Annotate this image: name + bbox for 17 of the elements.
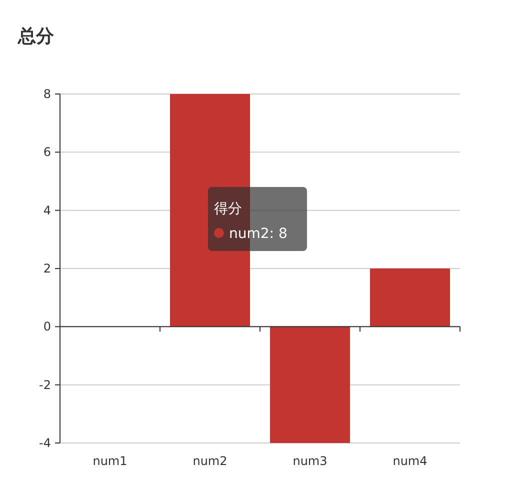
series-label: 得分: [214, 201, 242, 217]
x-tick-label: num2: [192, 454, 228, 468]
y-tick-label: 0: [43, 320, 51, 334]
y-tick-label: -2: [39, 378, 51, 392]
x-tick-label: num3: [292, 454, 328, 468]
y-tick-label: 8: [43, 87, 51, 101]
y-tick-label: -4: [39, 436, 51, 450]
chart-title: 总分: [17, 26, 55, 47]
bar: [270, 326, 350, 443]
annotation: num2: 8: [229, 226, 288, 242]
y-tick-label: 2: [43, 262, 51, 276]
bar: [370, 268, 450, 327]
y-tick-label: 4: [43, 203, 51, 218]
x-tick-label: num4: [392, 454, 428, 468]
y-tick-label: 6: [43, 145, 51, 160]
tooltip: 得分 num2: 8: [208, 187, 307, 251]
x-tick-label: num1: [92, 454, 128, 468]
